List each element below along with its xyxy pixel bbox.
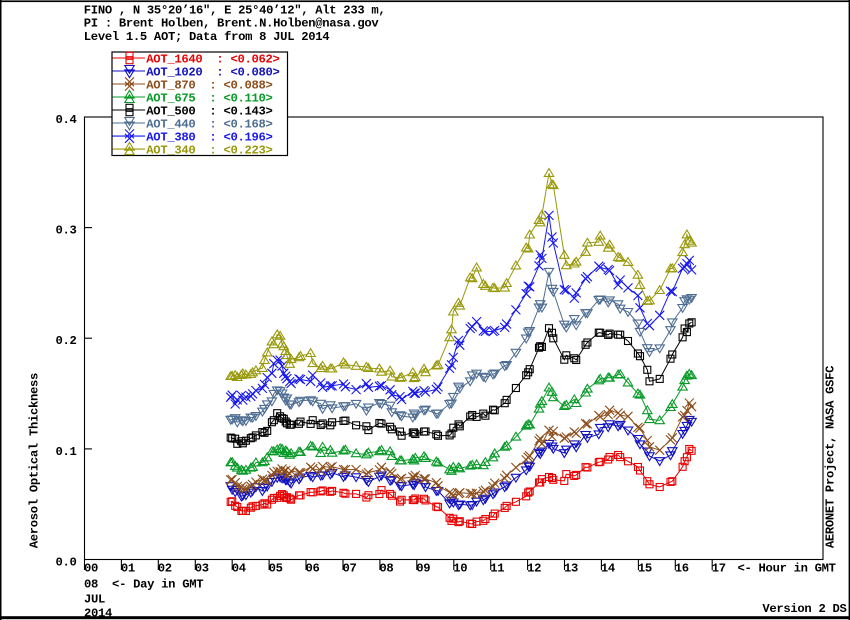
svg-text:PI : Brent Holben, Brent.N.Hol: PI : Brent Holben, Brent.N.Holben@nasa.g… — [84, 16, 380, 30]
svg-text:0.3: 0.3 — [55, 224, 76, 238]
svg-text:Version 2 DS: Version 2 DS — [762, 602, 846, 616]
svg-text:AOT_340 : <0.223>: AOT_340 : <0.223> — [146, 144, 272, 158]
svg-text:11: 11 — [490, 561, 504, 575]
svg-text:08 <- Day in GMT: 08 <- Day in GMT — [84, 578, 203, 592]
svg-text:06: 06 — [306, 561, 320, 575]
svg-text:AOT_870 : <0.088>: AOT_870 : <0.088> — [146, 79, 272, 93]
svg-text:01: 01 — [121, 561, 135, 575]
svg-text:AOT_1640 : <0.062>: AOT_1640 : <0.062> — [146, 53, 279, 67]
svg-text:JUL: JUL — [84, 592, 105, 606]
svg-text:13: 13 — [564, 561, 578, 575]
svg-text:08: 08 — [379, 561, 393, 575]
svg-text:04: 04 — [232, 561, 246, 575]
svg-text:AOT_675 : <0.110>: AOT_675 : <0.110> — [146, 92, 272, 106]
svg-text:03: 03 — [195, 561, 209, 575]
svg-text:Aerosol Optical Thickness: Aerosol Optical Thickness — [28, 373, 42, 548]
svg-text:AOT_500 : <0.143>: AOT_500 : <0.143> — [146, 105, 272, 119]
svg-text:0.4: 0.4 — [55, 113, 76, 127]
svg-text:02: 02 — [158, 561, 172, 575]
svg-text:17: 17 — [712, 561, 726, 575]
svg-text:14: 14 — [601, 561, 615, 575]
svg-text:15: 15 — [638, 561, 652, 575]
svg-text:AOT_1020 : <0.080>: AOT_1020 : <0.080> — [146, 66, 279, 80]
svg-text:16: 16 — [675, 561, 689, 575]
svg-text:0.2: 0.2 — [55, 334, 76, 348]
svg-text:07: 07 — [343, 561, 357, 575]
svg-text:AOT_440 : <0.168>: AOT_440 : <0.168> — [146, 118, 272, 132]
svg-text:2014: 2014 — [84, 606, 112, 620]
svg-text:0.1: 0.1 — [55, 445, 76, 459]
svg-text:<- Hour in GMT: <- Hour in GMT — [738, 561, 836, 575]
svg-text:00: 00 — [84, 561, 98, 575]
svg-text:09: 09 — [416, 561, 430, 575]
svg-text:10: 10 — [453, 561, 467, 575]
svg-text:FINO , N 35°20’16", E 25°40’12: FINO , N 35°20’16", E 25°40’12", Alt 233… — [84, 3, 386, 17]
svg-text:12: 12 — [527, 561, 541, 575]
svg-text:AERONET Project, NASA GSFC: AERONET Project, NASA GSFC — [823, 366, 837, 548]
svg-text:05: 05 — [269, 561, 283, 575]
svg-text:AOT_380 : <0.196>: AOT_380 : <0.196> — [146, 131, 272, 145]
svg-text:Level 1.5 AOT; Data from 8 JUL: Level 1.5 AOT; Data from 8 JUL 2014 — [84, 30, 329, 44]
svg-text:0.0: 0.0 — [55, 555, 76, 569]
